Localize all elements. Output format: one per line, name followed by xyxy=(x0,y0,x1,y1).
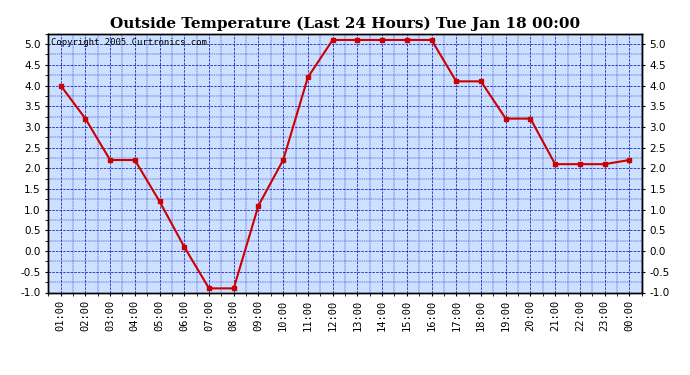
Text: Copyright 2005 Curtronics.com: Copyright 2005 Curtronics.com xyxy=(51,38,207,46)
Title: Outside Temperature (Last 24 Hours) Tue Jan 18 00:00: Outside Temperature (Last 24 Hours) Tue … xyxy=(110,17,580,31)
